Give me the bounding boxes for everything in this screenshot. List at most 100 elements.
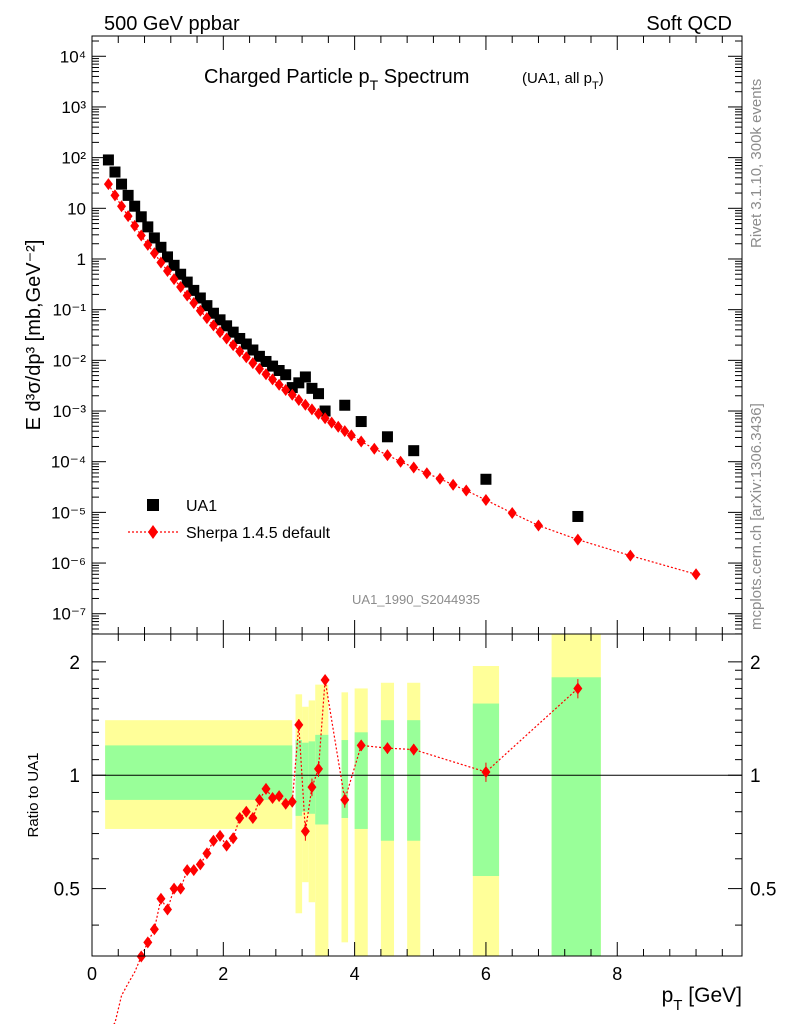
x-tick-label: 2 <box>218 964 228 984</box>
main-y-tick-label: 10 <box>67 199 86 218</box>
ua1-point <box>280 369 292 381</box>
ratio-y-tick-label-left: 2 <box>69 653 80 674</box>
ua1-point <box>299 371 311 383</box>
x-tick-label: 4 <box>350 964 360 984</box>
title-note-subscript: T <box>592 80 599 92</box>
ratio-point <box>300 825 310 838</box>
ua1-point <box>293 377 305 389</box>
sherpa-point <box>691 568 701 581</box>
sherpa-point <box>573 533 583 546</box>
sherpa-point <box>117 200 127 213</box>
ratio-point <box>228 832 238 845</box>
main-y-tick-label: 10⁴ <box>60 47 86 66</box>
ratio-band-stat-10 <box>551 677 601 956</box>
ratio-band-stat-9 <box>472 703 500 877</box>
ua1-point <box>135 211 147 223</box>
legend: UA1 Sherpa 1.4.5 default <box>128 498 331 542</box>
sherpa-point <box>448 478 458 491</box>
ua1-point <box>168 259 180 271</box>
sherpa-point <box>307 403 317 416</box>
ratio-band-stat-6 <box>354 732 368 829</box>
ratio-point <box>409 743 419 756</box>
title-text: Charged Particle p <box>204 66 370 88</box>
ua1-point <box>201 300 213 312</box>
ratio-point <box>320 674 330 687</box>
ratio-point <box>287 795 297 808</box>
sherpa-point <box>327 416 337 429</box>
ua1-point <box>129 200 141 212</box>
ratio-y-tick-label-left: 0.5 <box>54 880 80 901</box>
ratio-point <box>268 792 278 805</box>
sherpa-point <box>208 319 218 332</box>
ua1-point <box>175 268 187 280</box>
ratio-y-tick-label-left: 1 <box>69 766 80 787</box>
sherpa-point <box>222 332 232 345</box>
sherpa-point <box>103 178 113 191</box>
sherpa-point <box>136 229 146 242</box>
ua1-point <box>194 292 206 304</box>
legend-marker-ua1 <box>147 499 159 511</box>
sherpa-point <box>202 312 212 325</box>
ua1-point <box>286 382 298 394</box>
ratio-band-stat-2 <box>302 742 309 812</box>
sherpa-point <box>254 362 264 375</box>
ua1-point <box>102 154 114 166</box>
ua1-point <box>214 314 226 326</box>
sherpa-point <box>149 247 159 260</box>
ratio-y-tick-label-right: 1 <box>750 766 761 787</box>
sherpa-point <box>169 273 179 286</box>
sherpa-point <box>422 467 432 480</box>
sherpa-point <box>409 461 419 474</box>
legend-label-sherpa: Sherpa 1.4.5 default <box>186 525 331 542</box>
ratio-y-tick-label-right: 2 <box>750 653 761 674</box>
sherpa-point <box>241 351 251 364</box>
side-label-mcplots: mcplots.cern.ch [arXiv:1306.3436] <box>748 403 765 630</box>
sherpa-point <box>435 472 445 485</box>
ratio-point <box>235 811 245 824</box>
ratio-point <box>143 936 153 949</box>
main-panel <box>92 36 742 634</box>
sherpa-point <box>356 435 366 448</box>
main-y-tick-label: 1 <box>77 250 86 269</box>
sherpa-point <box>189 297 199 310</box>
ratio-frame <box>91 633 743 957</box>
ua1-point <box>116 178 128 190</box>
ratio-point <box>340 793 350 806</box>
ua1-point <box>273 365 285 377</box>
title-note-close: ) <box>599 70 604 87</box>
ratio-point <box>136 950 146 963</box>
sherpa-point <box>320 412 330 425</box>
ua1-point <box>240 338 252 350</box>
ua1-point <box>260 355 272 367</box>
sherpa-point <box>268 373 278 386</box>
ua1-point <box>339 399 351 411</box>
ratio-point <box>149 923 159 936</box>
sherpa-point <box>143 238 153 251</box>
title-subscript: T <box>370 77 379 93</box>
svg-text:(UA1, all pT): (UA1, all pT) <box>522 70 604 92</box>
sherpa-point <box>507 507 517 520</box>
main-y-axis-label: E d³σ/dp³ [mb,GeV⁻²] <box>23 240 45 431</box>
main-y-tick-label: 10⁻⁵ <box>51 503 86 522</box>
sherpa-point <box>533 519 543 532</box>
sherpa-point <box>396 455 406 468</box>
ratio-band-stat-8 <box>407 720 421 841</box>
legend-label-ua1: UA1 <box>186 498 217 515</box>
ua1-point <box>227 326 239 338</box>
ua1-point <box>313 388 325 400</box>
ratio-y-axis-label: Ratio to UA1 <box>25 752 42 837</box>
ua1-point <box>319 405 331 417</box>
sherpa-point <box>248 357 258 370</box>
sherpa-point <box>340 425 350 438</box>
x-axis-label-sub: T <box>673 997 682 1014</box>
sherpa-point <box>625 549 635 562</box>
ua1-point <box>109 166 121 178</box>
ratio-line <box>113 679 579 1024</box>
ratio-point <box>261 782 271 795</box>
main-series-layer <box>102 154 701 581</box>
sherpa-point <box>261 368 271 381</box>
ua1-point <box>247 344 259 356</box>
ua1-point <box>155 241 167 253</box>
ua1-point <box>207 307 219 319</box>
main-y-tick-label: 10⁻² <box>52 351 86 370</box>
